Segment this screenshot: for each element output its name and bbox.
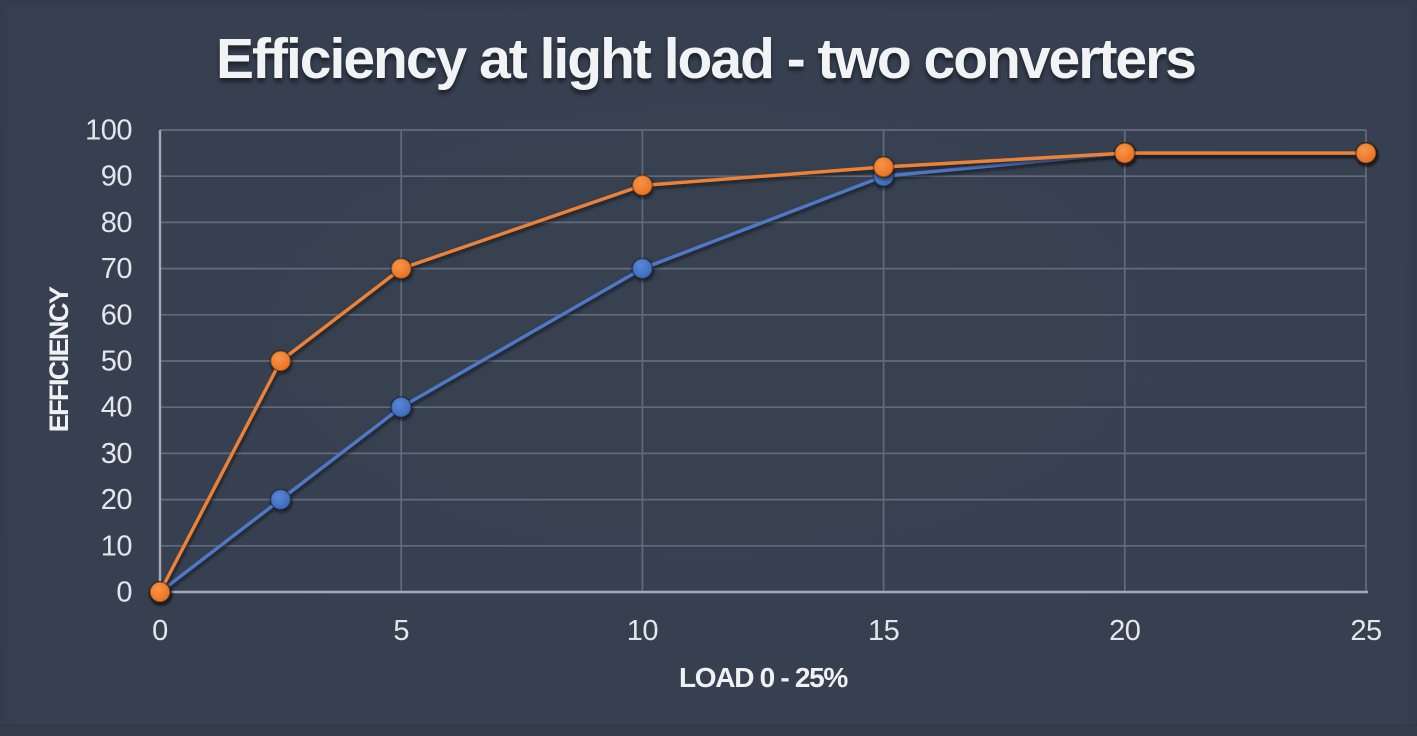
svg-text:90: 90 [101,161,132,193]
svg-text:10: 10 [627,615,658,647]
svg-text:5: 5 [393,615,409,647]
svg-text:70: 70 [101,253,132,285]
svg-text:20: 20 [1109,615,1140,647]
svg-text:25: 25 [1350,615,1381,647]
svg-text:40: 40 [101,392,132,424]
svg-text:15: 15 [868,615,899,647]
svg-text:80: 80 [101,207,132,239]
svg-text:0: 0 [152,615,168,647]
svg-text:0: 0 [116,577,132,609]
svg-text:100: 100 [85,115,132,147]
svg-text:10: 10 [101,530,132,562]
svg-text:60: 60 [101,299,132,331]
svg-text:50: 50 [101,346,132,378]
svg-text:EFFICIENCY: EFFICIENCY [44,286,74,432]
svg-text:LOAD 0 - 25%: LOAD 0 - 25% [679,662,848,693]
svg-text:30: 30 [101,438,132,470]
svg-text:20: 20 [101,484,132,516]
